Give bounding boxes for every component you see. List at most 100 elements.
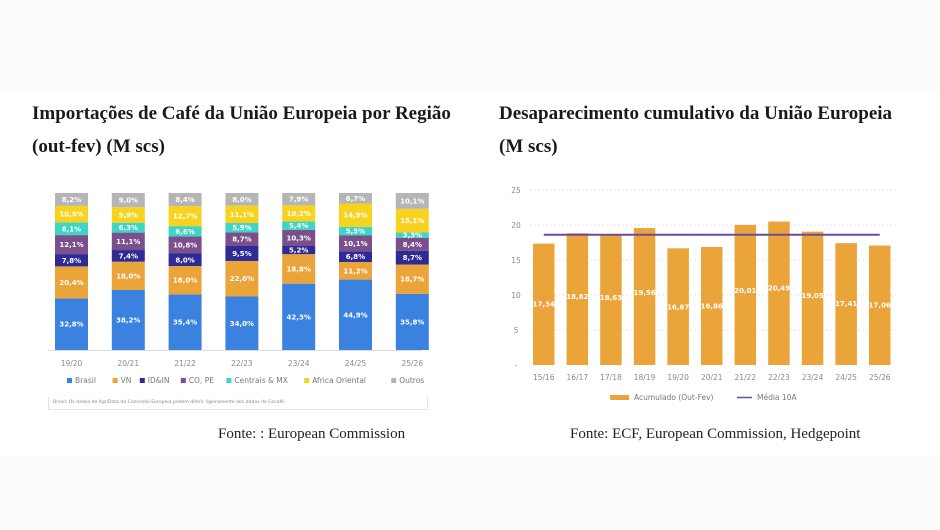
bar-segment-africa-oriental (225, 205, 259, 224)
x-tick-label: 21/22 (735, 373, 757, 382)
legend-label: Acumulado (Out-Fev) (634, 393, 714, 402)
bar-segment-brasil (225, 296, 259, 350)
bar-data-label: 17,34 (533, 300, 555, 308)
legend-swatch (226, 378, 232, 383)
segment-data-label: 18,7% (400, 276, 424, 284)
bar-segment-id-in (339, 251, 372, 263)
segment-data-label: 6,3% (119, 224, 138, 232)
legend-swatch (67, 378, 72, 383)
segment-data-label: 9,9% (119, 211, 138, 219)
right-chart-title: Desaparecimento cumulativo da União Euro… (499, 103, 893, 157)
bar-segment-outros (339, 193, 372, 204)
bar (600, 234, 622, 365)
segment-data-label: 5,4% (289, 222, 308, 230)
segment-data-label: 22,6% (230, 275, 254, 283)
x-tick-label: 25/26 (401, 359, 423, 368)
segment-data-label: 11,1% (116, 238, 140, 246)
segment-data-label: 10,8% (173, 242, 197, 250)
bar-segment-vn (225, 260, 259, 297)
x-tick-label: 20/21 (117, 359, 139, 368)
bar-segment-id-in (168, 253, 202, 267)
y-tick-label: 25 (511, 186, 521, 195)
bar-segment-co-pe (111, 232, 145, 251)
legend-label: Outros (399, 376, 424, 385)
y-tick-label: 5 (514, 326, 519, 335)
x-tick-label: 22/23 (231, 359, 253, 368)
segment-data-label: 5,5% (346, 228, 365, 236)
segment-data-label: 38,2% (116, 316, 140, 324)
segment-data-label: 20,4% (59, 279, 83, 287)
segment-data-label: 8,1% (62, 225, 81, 233)
legend-swatch (304, 378, 310, 383)
bar-segment-vn (55, 266, 88, 299)
legend-swatch (391, 378, 397, 383)
bar-data-label: 19,56 (633, 289, 655, 297)
legend-label: ID&IN (148, 376, 170, 385)
legend-label: Média 10A (757, 393, 797, 402)
segment-data-label: 18,8% (287, 265, 311, 273)
segment-data-label: 34,0% (230, 320, 254, 328)
legend-swatch (139, 378, 145, 383)
segment-data-label: 11,2% (343, 267, 367, 275)
bar-segment-vn (168, 266, 202, 295)
bar-segment-centrais-mx (168, 226, 202, 237)
bar-segment-outros (282, 193, 316, 206)
bar-segment-brasil (282, 283, 316, 350)
bar-segment-outros (55, 193, 88, 206)
bar-data-label: 17,06 (869, 302, 891, 310)
bar-segment-africa-oriental (111, 207, 145, 223)
bar (633, 228, 656, 365)
segment-data-label: 35,4% (173, 319, 197, 327)
bar-data-label: 17,41 (835, 300, 857, 308)
segment-data-label: 10,2% (287, 210, 311, 218)
bar-segment-centrais-mx (225, 223, 259, 233)
segment-data-label: 18,0% (116, 272, 140, 280)
chart-footnote: Brasil: Os dados do AgriData da Comissão… (48, 397, 428, 410)
x-tick-label: 19/20 (61, 359, 83, 368)
bar (533, 243, 555, 365)
bar-segment-africa-oriental (55, 205, 88, 223)
segment-data-label: 9,5% (232, 250, 251, 258)
segment-data-label: 32,8% (59, 321, 83, 329)
bar-data-label: 19,05 (801, 292, 823, 300)
segment-data-label: 35,8% (400, 318, 424, 326)
bar (869, 245, 891, 365)
segment-data-label: 44,9% (343, 311, 367, 319)
segment-data-label: 10,5% (59, 211, 83, 219)
segment-data-label: 7,9% (289, 196, 308, 204)
x-tick-label: 18/19 (634, 373, 656, 382)
y-tick-label: - (515, 361, 518, 370)
x-tick-label: 17/18 (600, 373, 622, 382)
bar-segment-id-in (395, 250, 429, 265)
bar-segment-co-pe (225, 232, 259, 247)
x-tick-label: 15/16 (533, 373, 555, 382)
segment-data-label: 8,7% (232, 236, 251, 244)
bar-segment-centrais-mx (339, 226, 372, 236)
bar-segment-vn (395, 264, 429, 294)
right-source: Fonte: ECF, European Commission, Hedgepo… (570, 426, 861, 442)
bar-segment-centrais-mx (55, 222, 88, 236)
x-tick-label: 24/25 (345, 359, 367, 368)
bar-segment-vn (111, 261, 145, 290)
bar (801, 231, 824, 365)
segment-data-label: 5,2% (289, 247, 308, 255)
bar-segment-outros (168, 193, 202, 207)
bar-data-label: 16,67 (667, 304, 689, 312)
segment-data-label: 7,4% (119, 252, 138, 260)
bar-segment-id-in (282, 246, 316, 255)
y-tick-label: 15 (511, 256, 521, 265)
segment-data-label: 6,7% (346, 195, 365, 203)
segment-data-label: 9,0% (119, 197, 138, 205)
segment-data-label: 18,0% (173, 277, 197, 285)
x-tick-label: 21/22 (174, 359, 196, 368)
bar-segment-co-pe (55, 235, 88, 255)
bar-segment-africa-oriental (168, 206, 202, 227)
legend-swatch (112, 378, 118, 383)
segment-data-label: 5,9% (232, 224, 251, 232)
legend-label: Africa Oriental (312, 376, 366, 385)
bar-data-label: 20,01 (734, 287, 756, 295)
y-tick-label: 10 (511, 291, 521, 300)
x-tick-label: 24/25 (835, 373, 857, 382)
segment-data-label: 10,1% (400, 197, 424, 205)
bar-data-label: 18,82 (566, 293, 588, 301)
